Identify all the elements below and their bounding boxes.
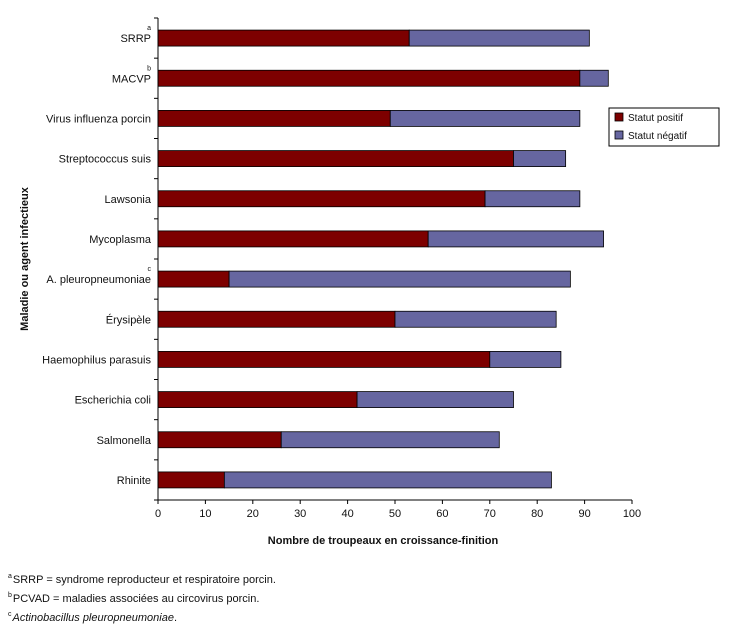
x-tick-label-1: 10: [199, 508, 211, 520]
x-tick-label-4: 40: [341, 508, 353, 520]
x-tick-label-7: 70: [484, 508, 496, 520]
footnote-b-marker: b: [8, 592, 12, 599]
bar-positif-6: [157, 270, 230, 288]
category-superscript-0: a: [147, 25, 151, 32]
category-label-10: Salmonella: [97, 435, 152, 447]
category-label-1: MACVP: [112, 73, 151, 85]
bar-negatif-10: [280, 431, 500, 449]
bar-negatif-2: [389, 110, 581, 127]
bar-positif-9: [157, 391, 358, 408]
category-superscript-6: c: [148, 266, 152, 273]
bar-positif-4: [157, 190, 486, 208]
x-tick-label-3: 30: [294, 508, 306, 520]
category-label-11: Rhinite: [117, 475, 151, 487]
x-tick-label-8: 80: [531, 508, 543, 520]
bar-positif-2: [157, 110, 391, 127]
footnote-c-marker: c: [8, 611, 12, 618]
bar-positif-11: [157, 471, 225, 489]
x-tick-label-6: 60: [436, 508, 448, 520]
bar-positif-1: [157, 69, 581, 87]
footnotes: aSRRP = syndrome reproducteur et respira…: [8, 569, 276, 626]
footnote-b: bPCVAD = maladies associées au circoviru…: [8, 588, 276, 607]
bar-negatif-3: [513, 150, 567, 167]
bar-negatif-5: [427, 230, 604, 248]
category-label-8: Haemophilus parasuis: [42, 354, 151, 366]
bar-positif-8: [157, 351, 491, 368]
category-label-0: SRRP: [120, 33, 151, 45]
bar-negatif-0: [408, 29, 590, 47]
footnote-a: aSRRP = syndrome reproducteur et respira…: [8, 569, 276, 588]
bar-negatif-11: [223, 471, 552, 489]
category-label-3: Streptococcus suis: [59, 154, 152, 166]
bar-positif-7: [157, 310, 396, 328]
legend-swatch-1: [614, 130, 624, 140]
category-label-9: Escherichia coli: [75, 395, 151, 407]
footnote-c-text: Actinobacillus pleuropneumoniae: [12, 612, 174, 624]
bar-positif-5: [157, 230, 429, 248]
legend-box: [608, 107, 720, 147]
bar-negatif-1: [579, 69, 609, 87]
legend-label-0: Statut positif: [628, 113, 683, 124]
legend-label-1: Statut négatif: [628, 131, 687, 142]
bar-negatif-4: [484, 190, 581, 208]
bar-positif-10: [157, 431, 282, 449]
bar-negatif-6: [228, 270, 571, 288]
footnote-c-suffix: .: [173, 612, 178, 624]
x-tick-label-0: 0: [155, 508, 161, 520]
footnote-c: cActinobacillus pleuropneumoniae.: [8, 607, 276, 626]
category-label-4: Lawsonia: [105, 194, 152, 206]
bar-negatif-8: [489, 351, 562, 368]
category-superscript-1: b: [147, 65, 151, 72]
x-tick-label-2: 20: [247, 508, 259, 520]
x-tick-label-9: 90: [578, 508, 590, 520]
legend-swatch-0: [614, 112, 624, 122]
x-tick-label-10: 100: [623, 508, 641, 520]
footnote-a-text: SRRP = syndrome reproducteur et respirat…: [12, 574, 276, 586]
x-axis-title: Nombre de troupeaux en croissance-finiti…: [268, 535, 499, 547]
footnote-a-marker: a: [8, 573, 12, 580]
x-tick-label-5: 50: [389, 508, 401, 520]
category-label-5: Mycoplasma: [89, 234, 152, 246]
bar-negatif-7: [394, 310, 557, 328]
category-label-7: Érysipèle: [106, 313, 151, 326]
bar-negatif-9: [356, 391, 514, 408]
y-axis-title: Maladie ou agent infectieux: [19, 186, 31, 331]
bar-positif-3: [157, 150, 514, 167]
footnote-b-text: PCVAD = maladies associées au circovirus…: [12, 593, 260, 605]
bar-positif-0: [157, 29, 410, 47]
category-label-6: A. pleuropneumoniae: [46, 274, 151, 286]
category-label-2: Virus influenza porcin: [46, 113, 151, 125]
